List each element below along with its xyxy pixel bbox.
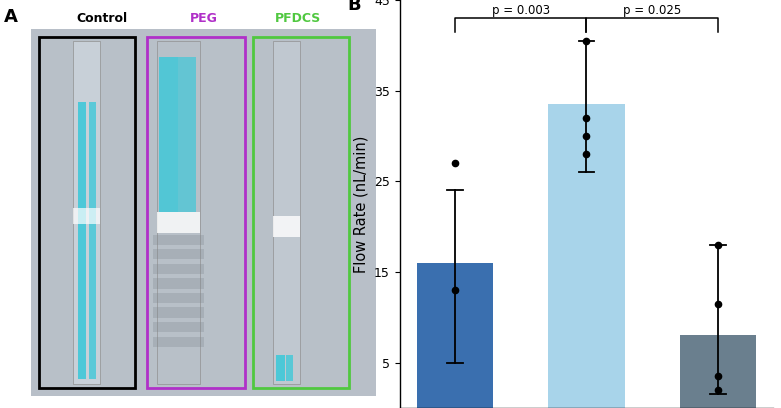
Bar [157,212,200,233]
Bar [153,337,204,347]
Bar [159,57,177,212]
Y-axis label: Flow Rate (nL/min): Flow Rate (nL/min) [354,135,369,273]
Bar [147,37,245,388]
Text: p = 0.003: p = 0.003 [491,4,550,17]
Text: Control: Control [77,12,127,25]
Bar [31,29,376,396]
Bar [253,37,349,388]
Bar [153,249,204,259]
Text: PFDCS: PFDCS [275,12,321,25]
Text: PEG: PEG [190,12,218,25]
Bar [153,322,204,332]
Bar [273,41,300,384]
Bar [157,41,200,384]
Bar [273,216,300,237]
Text: p = 0.025: p = 0.025 [623,4,681,17]
Text: B: B [348,0,361,14]
Bar [77,102,86,379]
Bar [73,41,100,384]
Bar [680,335,756,408]
Bar [153,278,204,288]
Bar [153,235,204,245]
Bar [548,104,625,408]
Bar [276,355,285,381]
Bar [178,57,196,212]
Bar [153,308,204,318]
Bar [153,264,204,274]
Bar [73,208,100,224]
Bar [153,293,204,303]
Bar [39,37,135,388]
Bar [417,263,493,408]
Bar [286,355,293,381]
Text: A: A [4,8,18,26]
Bar [88,102,97,379]
